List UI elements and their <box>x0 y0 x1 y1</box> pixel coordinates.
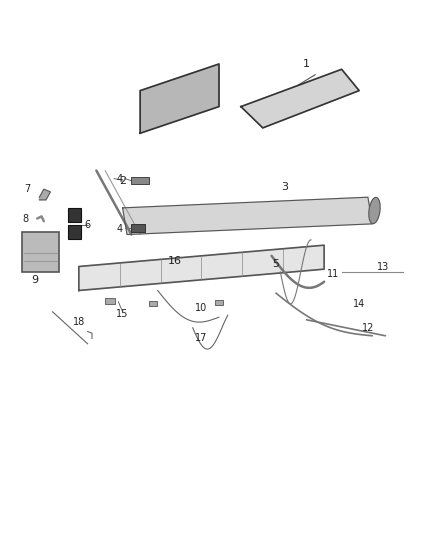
Text: 7: 7 <box>25 184 31 194</box>
Text: 16: 16 <box>168 256 182 266</box>
Text: 15: 15 <box>117 310 129 319</box>
FancyBboxPatch shape <box>22 232 59 272</box>
Text: 4: 4 <box>117 174 123 183</box>
Text: 9: 9 <box>32 275 39 285</box>
Polygon shape <box>140 64 219 133</box>
Text: 12: 12 <box>362 323 374 333</box>
Text: 14: 14 <box>353 299 365 309</box>
Text: 8: 8 <box>22 214 28 223</box>
Text: 6: 6 <box>85 220 91 230</box>
FancyBboxPatch shape <box>68 208 81 222</box>
FancyBboxPatch shape <box>68 225 81 239</box>
Text: 10: 10 <box>195 303 208 313</box>
FancyBboxPatch shape <box>215 300 223 305</box>
FancyBboxPatch shape <box>131 224 145 232</box>
FancyBboxPatch shape <box>105 298 115 304</box>
Text: 1: 1 <box>303 59 310 69</box>
Polygon shape <box>241 69 359 128</box>
Text: 5: 5 <box>272 259 279 269</box>
Polygon shape <box>123 197 372 235</box>
Text: 17: 17 <box>195 334 208 343</box>
Text: 11: 11 <box>327 270 339 279</box>
FancyBboxPatch shape <box>149 301 157 306</box>
Polygon shape <box>79 245 324 290</box>
FancyBboxPatch shape <box>131 177 149 184</box>
Text: 4: 4 <box>117 224 123 234</box>
Polygon shape <box>39 189 50 200</box>
Text: 3: 3 <box>281 182 288 191</box>
Text: 18: 18 <box>73 318 85 327</box>
Text: 13: 13 <box>377 262 389 271</box>
Text: 2: 2 <box>119 176 126 186</box>
Ellipse shape <box>369 197 380 224</box>
